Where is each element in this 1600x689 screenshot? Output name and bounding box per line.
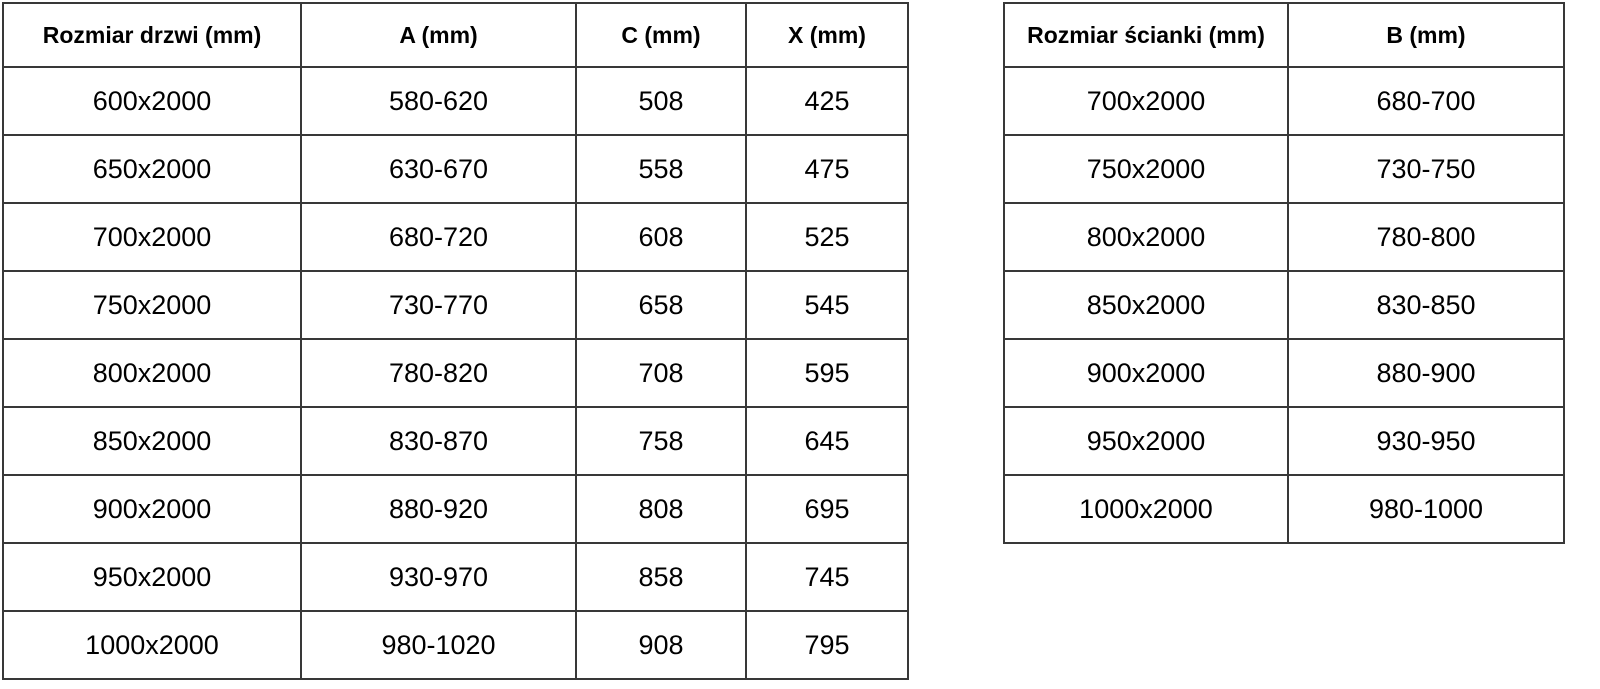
table-cell: 980-1000 [1287, 474, 1565, 544]
table-row: 950x2000 930-970 858 745 [2, 542, 909, 612]
table-cell: 880-920 [300, 474, 577, 544]
column-header: Rozmiar drzwi (mm) [2, 2, 302, 68]
door-size-table: Rozmiar drzwi (mm) A (mm) C (mm) X (mm) 600x… [2, 2, 909, 680]
column-header: B (mm) [1287, 2, 1565, 68]
table-cell: 508 [575, 66, 747, 136]
table-cell: 800x2000 [2, 338, 302, 408]
table-cell: 730-750 [1287, 134, 1565, 204]
table-row: 700x2000 680-700 [1003, 66, 1565, 136]
header-row: Rozmiar ścianki (mm) B (mm) [1003, 2, 1565, 68]
table-cell: 525 [745, 202, 909, 272]
table-cell: 545 [745, 270, 909, 340]
table-cell: 750x2000 [1003, 134, 1289, 204]
table-cell: 800x2000 [1003, 202, 1289, 272]
table-cell: 780-820 [300, 338, 577, 408]
table-cell: 475 [745, 134, 909, 204]
table-cell: 780-800 [1287, 202, 1565, 272]
table-cell: 695 [745, 474, 909, 544]
table-cell: 645 [745, 406, 909, 476]
table-cell: 680-720 [300, 202, 577, 272]
table-row: 900x2000 880-920 808 695 [2, 474, 909, 544]
table-cell: 980-1020 [300, 610, 577, 680]
table-cell: 700x2000 [2, 202, 302, 272]
column-header: C (mm) [575, 2, 747, 68]
table-cell: 1000x2000 [2, 610, 302, 680]
table-row: 1000x2000 980-1000 [1003, 474, 1565, 544]
column-header: A (mm) [300, 2, 577, 68]
table-row: 800x2000 780-800 [1003, 202, 1565, 272]
table-cell: 700x2000 [1003, 66, 1289, 136]
column-header: X (mm) [745, 2, 909, 68]
table-cell: 808 [575, 474, 747, 544]
table-cell: 600x2000 [2, 66, 302, 136]
table-cell: 580-620 [300, 66, 577, 136]
table-row: 650x2000 630-670 558 475 [2, 134, 909, 204]
table-row: 800x2000 780-820 708 595 [2, 338, 909, 408]
table-cell: 745 [745, 542, 909, 612]
table-cell: 900x2000 [1003, 338, 1289, 408]
table-cell: 950x2000 [1003, 406, 1289, 476]
table-cell: 1000x2000 [1003, 474, 1289, 544]
header-row: Rozmiar drzwi (mm) A (mm) C (mm) X (mm) [2, 2, 909, 68]
wall-size-table: Rozmiar ścianki (mm) B (mm) 700x2000 680-70… [1003, 2, 1565, 544]
table-cell: 908 [575, 610, 747, 680]
table-cell: 750x2000 [2, 270, 302, 340]
table-cell: 558 [575, 134, 747, 204]
table-row: 950x2000 930-950 [1003, 406, 1565, 476]
table-cell: 595 [745, 338, 909, 408]
table-cell: 830-870 [300, 406, 577, 476]
table-row: 900x2000 880-900 [1003, 338, 1565, 408]
table-row: 1000x2000 980-1020 908 795 [2, 610, 909, 680]
table-cell: 630-670 [300, 134, 577, 204]
table-cell: 795 [745, 610, 909, 680]
column-header: Rozmiar ścianki (mm) [1003, 2, 1289, 68]
table-cell: 658 [575, 270, 747, 340]
table-cell: 950x2000 [2, 542, 302, 612]
table-cell: 650x2000 [2, 134, 302, 204]
table-cell: 850x2000 [2, 406, 302, 476]
table-cell: 930-950 [1287, 406, 1565, 476]
table-row: 850x2000 830-850 [1003, 270, 1565, 340]
table-row: 750x2000 730-750 [1003, 134, 1565, 204]
table-cell: 680-700 [1287, 66, 1565, 136]
table-cell: 850x2000 [1003, 270, 1289, 340]
table-cell: 900x2000 [2, 474, 302, 544]
table-row: 850x2000 830-870 758 645 [2, 406, 909, 476]
table-cell: 758 [575, 406, 747, 476]
table-cell: 730-770 [300, 270, 577, 340]
table-row: 750x2000 730-770 658 545 [2, 270, 909, 340]
table-cell: 830-850 [1287, 270, 1565, 340]
table-row: 700x2000 680-720 608 525 [2, 202, 909, 272]
table-cell: 708 [575, 338, 747, 408]
table-cell: 880-900 [1287, 338, 1565, 408]
table-cell: 858 [575, 542, 747, 612]
table-row: 600x2000 580-620 508 425 [2, 66, 909, 136]
table-cell: 930-970 [300, 542, 577, 612]
table-cell: 425 [745, 66, 909, 136]
table-cell: 608 [575, 202, 747, 272]
